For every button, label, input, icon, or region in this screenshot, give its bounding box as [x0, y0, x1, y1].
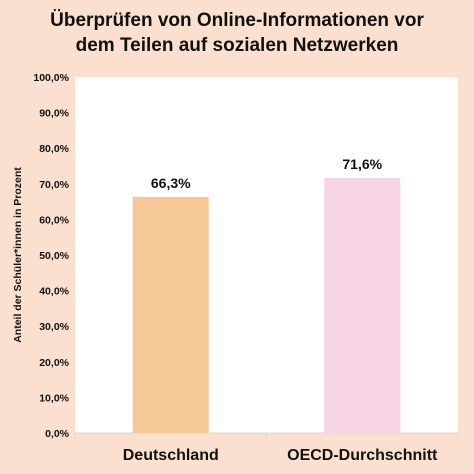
bar [132, 196, 209, 433]
y-tick-label: 80,0% [39, 143, 69, 155]
y-tick-label: 10,0% [39, 392, 69, 404]
y-tick-label: 0,0% [45, 428, 70, 440]
chart-title-line-1: Überprüfen von Online-Informationen vor [50, 10, 424, 31]
x-tick-label: OECD-Durchschnitt [287, 447, 438, 464]
chart-title: Überprüfen von Online-Informationen vor … [0, 8, 474, 58]
y-tick-label: 100,0% [33, 72, 69, 84]
x-tick-label: Deutschland [123, 447, 219, 464]
y-tick-label: 60,0% [39, 214, 69, 226]
plot-area [75, 77, 458, 433]
y-tick-label: 70,0% [39, 179, 69, 191]
chart-title-line-2: dem Teilen auf sozialen Netzwerken [75, 35, 399, 56]
y-tick-label: 20,0% [39, 357, 69, 369]
y-tick-label: 40,0% [39, 286, 69, 298]
bar [324, 178, 401, 433]
y-tick-label: 50,0% [39, 250, 69, 262]
bar-value-label: 66,3% [151, 175, 191, 191]
bar-value-label: 71,6% [342, 156, 382, 172]
y-tick-label: 30,0% [39, 321, 69, 333]
y-tick-label: 90,0% [39, 108, 69, 120]
